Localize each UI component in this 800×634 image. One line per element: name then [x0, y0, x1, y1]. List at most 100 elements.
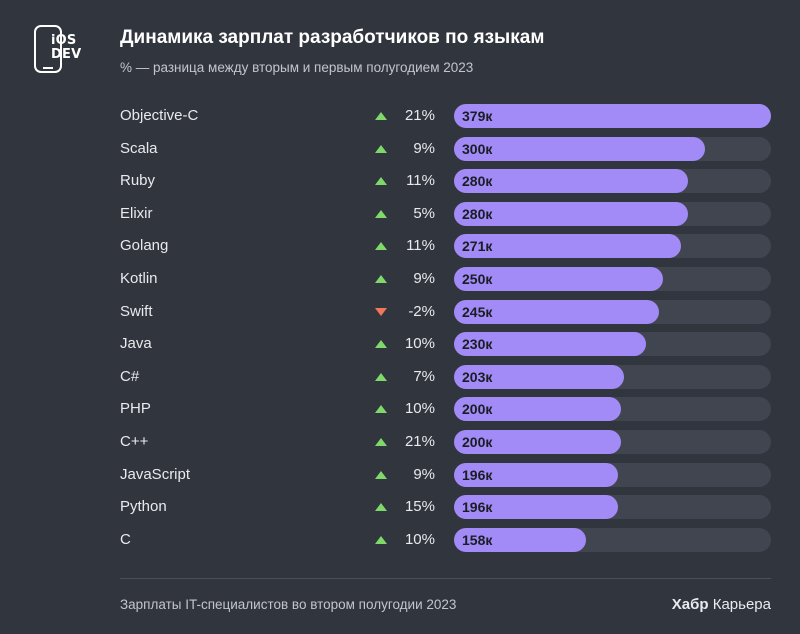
- bar: 379к: [454, 104, 771, 128]
- bar-value-label: 203к: [462, 368, 493, 385]
- category-label: JavaScript: [120, 465, 191, 483]
- bar-track: 280к: [454, 201, 771, 226]
- category-label: C#: [120, 367, 140, 385]
- bar-value-label: 196к: [462, 466, 493, 483]
- bar-track: 200к: [454, 397, 771, 422]
- bar-row: Kotlin 9% 250к: [0, 267, 800, 291]
- triangle-up-icon: [375, 242, 387, 251]
- triangle-up-icon: [375, 209, 387, 218]
- triangle-up-icon: [375, 144, 387, 153]
- bar-track: 196к: [454, 495, 771, 520]
- bar-row: PHP 10% 200к: [0, 397, 800, 422]
- category-label: Kotlin: [120, 270, 158, 287]
- footer-divider: [120, 578, 771, 579]
- change-percent: 21%: [404, 107, 435, 124]
- category-label: Scala: [120, 139, 158, 157]
- bar-row: Swift -2% 245к: [0, 299, 800, 324]
- bar-row: Ruby 11% 280к: [0, 169, 800, 194]
- bar-row: Java 10% 230к: [0, 332, 800, 357]
- bar: 250к: [454, 267, 664, 291]
- ios-dev-logo: iOS DEV: [33, 24, 83, 74]
- change-percent: 9%: [413, 270, 435, 287]
- bar-row: Golang 11% 271к: [0, 234, 800, 259]
- change-percent: 11%: [406, 237, 435, 255]
- bar-track: 200к: [454, 430, 771, 454]
- bar-track: 379к: [454, 104, 771, 128]
- bar-track: 245к: [454, 299, 771, 324]
- triangle-up-icon: [375, 340, 387, 349]
- bar: 200к: [454, 430, 622, 454]
- category-label: Objective-C: [120, 107, 199, 124]
- category-label: Java: [120, 335, 152, 353]
- bar-track: 271к: [454, 234, 771, 259]
- bar: 158к: [454, 527, 587, 552]
- triangle-up-icon: [375, 438, 387, 446]
- change-percent: 15%: [404, 498, 435, 516]
- change-percent: 5%: [413, 204, 435, 222]
- bar-row: JavaScript 9% 196к: [0, 462, 800, 487]
- triangle-up-icon: [375, 177, 387, 186]
- bar: 300к: [454, 136, 705, 161]
- bar-track: 280к: [454, 169, 771, 194]
- bar-value-label: 250к: [462, 271, 493, 287]
- change-percent: 11%: [406, 172, 435, 190]
- bar: 203к: [454, 364, 624, 389]
- bar: 280к: [454, 201, 689, 226]
- bar-track: 203к: [454, 364, 771, 389]
- category-label: Elixir: [120, 204, 153, 222]
- bar-value-label: 200к: [462, 401, 493, 418]
- chart-title: Динамика зарплат разработчиков по языкам: [120, 27, 545, 48]
- bar-row: C 10% 158к: [0, 527, 800, 552]
- bar: 280к: [454, 169, 689, 194]
- triangle-up-icon: [375, 405, 387, 414]
- category-label: Golang: [120, 237, 169, 255]
- bar-row: Scala 9% 300к: [0, 136, 800, 161]
- bar: 196к: [454, 462, 618, 487]
- bar-track: 230к: [454, 332, 771, 357]
- bar-value-label: 230к: [462, 336, 493, 353]
- change-percent: 10%: [404, 335, 435, 353]
- bar-track: 158к: [454, 527, 771, 552]
- category-label: PHP: [120, 400, 151, 418]
- change-percent: 7%: [413, 367, 435, 385]
- bar: 200к: [454, 397, 622, 422]
- change-percent: 9%: [413, 139, 435, 157]
- bar: 271к: [454, 234, 681, 259]
- bar-row: Objective-C 21% 379к: [0, 104, 800, 128]
- bar: 230к: [454, 332, 647, 357]
- change-percent: 9%: [413, 465, 435, 483]
- triangle-up-icon: [375, 112, 387, 120]
- triangle-up-icon: [375, 503, 387, 512]
- bar-value-label: 158к: [462, 531, 493, 548]
- category-label: Python: [120, 498, 167, 516]
- bar-value-label: 271к: [462, 238, 493, 255]
- triangle-up-icon: [375, 372, 387, 381]
- triangle-up-icon: [375, 535, 387, 544]
- bar: 196к: [454, 495, 618, 520]
- logo-line-1: iOS: [51, 33, 77, 48]
- bar-track: 250к: [454, 267, 771, 291]
- bar-value-label: 280к: [462, 205, 493, 222]
- brand-bold: Хабр: [671, 596, 709, 613]
- brand-logo: Хабр Карьера: [672, 596, 771, 613]
- footer-note: Зарплаты IT-специалистов во втором полуг…: [120, 597, 457, 612]
- change-percent: -2%: [408, 302, 435, 320]
- bar-row: C++ 21% 200к: [0, 430, 800, 454]
- bar-value-label: 280к: [462, 173, 493, 190]
- change-percent: 21%: [404, 433, 435, 450]
- triangle-up-icon: [375, 275, 387, 283]
- triangle-down-icon: [375, 307, 387, 316]
- bar-value-label: 196к: [462, 499, 493, 516]
- change-percent: 10%: [404, 400, 435, 418]
- bar-value-label: 245к: [462, 303, 493, 320]
- category-label: C++: [120, 433, 149, 450]
- phone-outline-icon: [34, 25, 62, 73]
- category-label: Swift: [120, 302, 153, 320]
- category-label: Ruby: [120, 172, 156, 190]
- bar-track: 300к: [454, 136, 771, 161]
- category-label: C: [120, 530, 131, 548]
- chart-subtitle: % — разница между вторым и первым полуго…: [120, 60, 474, 75]
- brand-rest: Карьера: [708, 596, 771, 613]
- logo-text: iOS DEV: [51, 34, 81, 62]
- bar-row: C# 7% 203к: [0, 364, 800, 389]
